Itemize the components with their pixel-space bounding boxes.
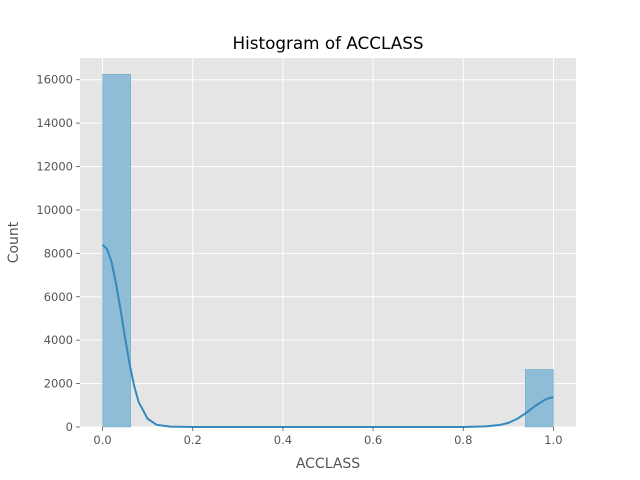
kde-curve xyxy=(101,243,554,428)
x-tick-label: 0.8 xyxy=(454,433,472,447)
chart-title: Histogram of ACCLASS xyxy=(232,33,423,53)
y-tick-label: 14000 xyxy=(36,116,73,130)
y-tick-label: 0 xyxy=(66,420,73,434)
grid-lines xyxy=(80,58,576,428)
axis-ticks: 0.0 0.2 0.4 0.6 0.8 1.0 0 2000 4000 6000 8000 10000… xyxy=(36,73,562,447)
x-tick-label: 0.0 xyxy=(93,433,111,447)
y-tick-label: 2000 xyxy=(44,377,73,391)
x-tick-label: 1.0 xyxy=(544,433,562,447)
plot-area xyxy=(80,58,576,427)
y-tick-label: 10000 xyxy=(36,203,73,217)
x-tick-label: 0.6 xyxy=(364,433,382,447)
y-axis-label: Count xyxy=(6,221,22,263)
y-tick-label: 8000 xyxy=(44,246,73,260)
y-tick-label: 6000 xyxy=(44,290,73,304)
x-tick-label: 0.4 xyxy=(274,433,292,447)
x-tick-label: 0.2 xyxy=(184,433,202,447)
y-tick-label: 12000 xyxy=(36,160,73,174)
histogram-bar xyxy=(102,74,131,428)
y-tick-label: 4000 xyxy=(44,333,73,347)
y-tick-label: 16000 xyxy=(36,73,73,87)
x-axis-label: ACCLASS xyxy=(296,456,360,472)
